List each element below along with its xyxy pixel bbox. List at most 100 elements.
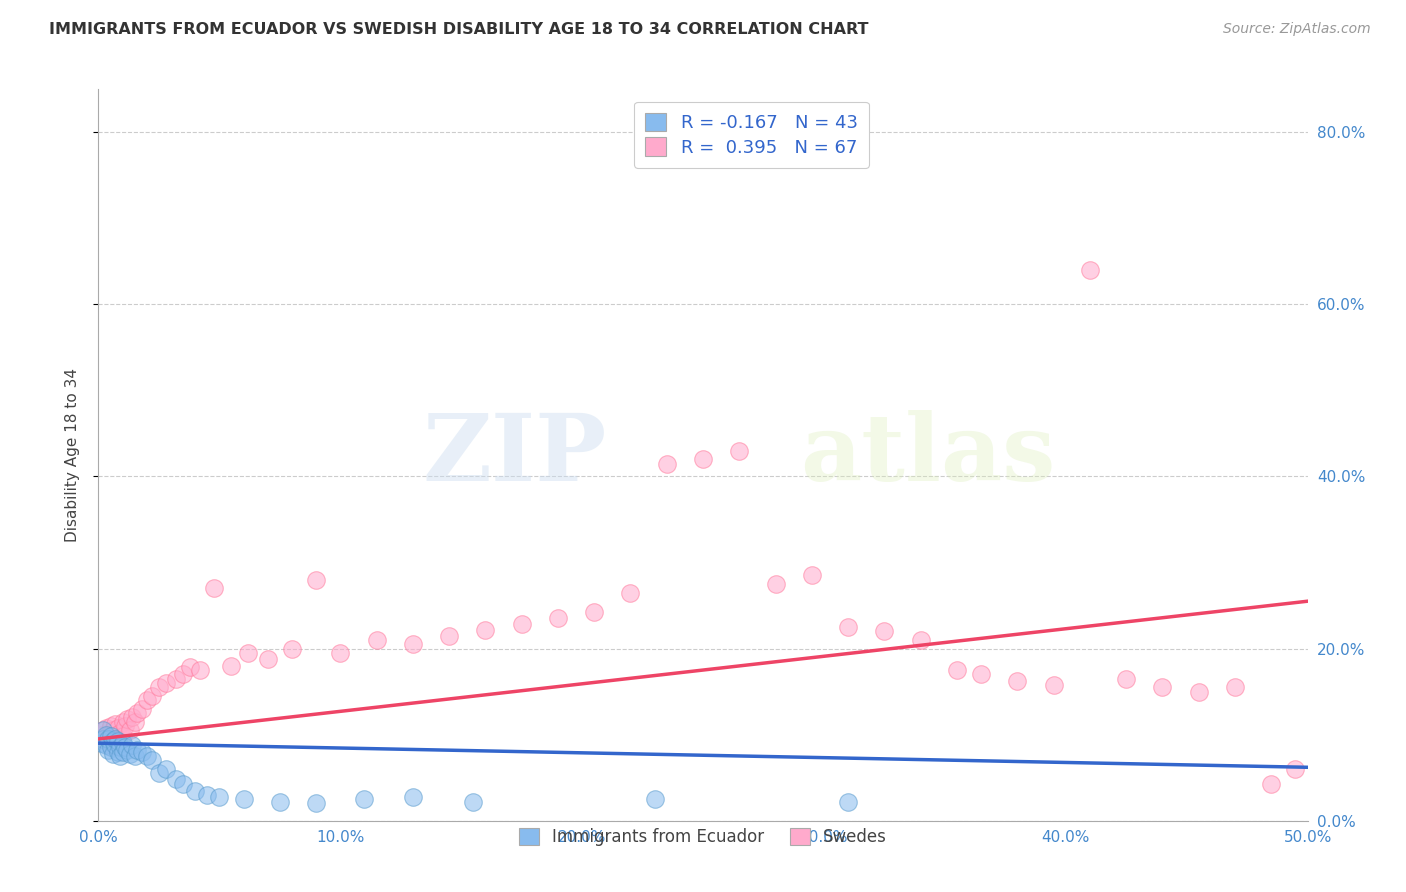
Point — [100, 719, 122, 733]
Point — [97, 743, 120, 757]
Point — [837, 620, 859, 634]
Point — [104, 731, 127, 746]
Point — [141, 753, 163, 767]
Point — [114, 719, 136, 733]
Point — [281, 641, 304, 656]
Point — [188, 663, 211, 677]
Point — [117, 743, 139, 757]
Point — [305, 573, 328, 587]
Point — [184, 783, 207, 797]
Point — [910, 632, 932, 647]
Point — [353, 792, 375, 806]
Point — [107, 745, 129, 759]
Point — [1115, 672, 1137, 686]
Point — [107, 721, 129, 735]
Point — [90, 736, 112, 750]
Point — [232, 792, 254, 806]
Point — [172, 777, 194, 791]
Point — [165, 772, 187, 787]
Point — [305, 797, 328, 811]
Text: atlas: atlas — [800, 410, 1054, 500]
Point — [1152, 680, 1174, 694]
Point — [1042, 678, 1064, 692]
Point — [97, 731, 120, 746]
Point — [148, 766, 170, 780]
Point — [155, 762, 177, 776]
Point — [179, 660, 201, 674]
Point — [100, 740, 122, 755]
Point — [644, 792, 666, 806]
Point — [114, 740, 136, 755]
Point — [148, 680, 170, 694]
Point — [221, 658, 243, 673]
Point — [91, 723, 114, 738]
Point — [583, 606, 606, 620]
Point — [91, 731, 114, 746]
Point — [547, 611, 569, 625]
Point — [107, 734, 129, 748]
Point — [765, 577, 787, 591]
Point — [208, 789, 231, 804]
Point — [135, 693, 157, 707]
Point — [100, 729, 122, 743]
Point — [97, 731, 120, 746]
Point — [118, 723, 141, 738]
Point — [165, 672, 187, 686]
Point — [256, 652, 278, 666]
Point — [329, 646, 352, 660]
Point — [655, 457, 678, 471]
Point — [101, 723, 124, 738]
Point — [131, 702, 153, 716]
Point — [108, 749, 131, 764]
Point — [1260, 777, 1282, 791]
Point — [1007, 674, 1029, 689]
Point — [269, 795, 291, 809]
Y-axis label: Disability Age 18 to 34: Disability Age 18 to 34 — [65, 368, 80, 542]
Point — [131, 745, 153, 759]
Point — [463, 795, 485, 809]
Point — [366, 632, 388, 647]
Point — [121, 738, 143, 752]
Point — [107, 731, 129, 746]
Point — [135, 749, 157, 764]
Point — [619, 585, 641, 599]
Legend: Immigrants from Ecuador, Swedes: Immigrants from Ecuador, Swedes — [513, 821, 893, 853]
Point — [141, 689, 163, 703]
Point — [94, 728, 117, 742]
Point — [692, 452, 714, 467]
Point — [728, 443, 751, 458]
Point — [1223, 680, 1246, 694]
Text: ZIP: ZIP — [422, 410, 606, 500]
Point — [117, 712, 139, 726]
Point — [111, 714, 134, 729]
Point — [90, 728, 112, 742]
Point — [94, 738, 117, 752]
Point — [800, 568, 823, 582]
Point — [91, 731, 114, 746]
Point — [437, 629, 460, 643]
Point — [104, 717, 127, 731]
Point — [101, 747, 124, 761]
Point — [837, 795, 859, 809]
Point — [127, 743, 149, 757]
Point — [238, 646, 260, 660]
Point — [104, 728, 127, 742]
Point — [91, 723, 114, 738]
Point — [94, 734, 117, 748]
Point — [124, 749, 146, 764]
Text: IMMIGRANTS FROM ECUADOR VS SWEDISH DISABILITY AGE 18 TO 34 CORRELATION CHART: IMMIGRANTS FROM ECUADOR VS SWEDISH DISAB… — [49, 22, 869, 37]
Point — [121, 710, 143, 724]
Point — [474, 623, 496, 637]
Point — [108, 726, 131, 740]
Point — [127, 706, 149, 720]
Text: Source: ZipAtlas.com: Source: ZipAtlas.com — [1223, 22, 1371, 37]
Point — [94, 721, 117, 735]
Point — [118, 747, 141, 761]
Point — [1284, 762, 1306, 776]
Point — [100, 738, 122, 752]
Point — [402, 637, 425, 651]
Point — [946, 663, 969, 677]
Point — [1078, 263, 1101, 277]
Point — [510, 617, 533, 632]
Point — [111, 736, 134, 750]
